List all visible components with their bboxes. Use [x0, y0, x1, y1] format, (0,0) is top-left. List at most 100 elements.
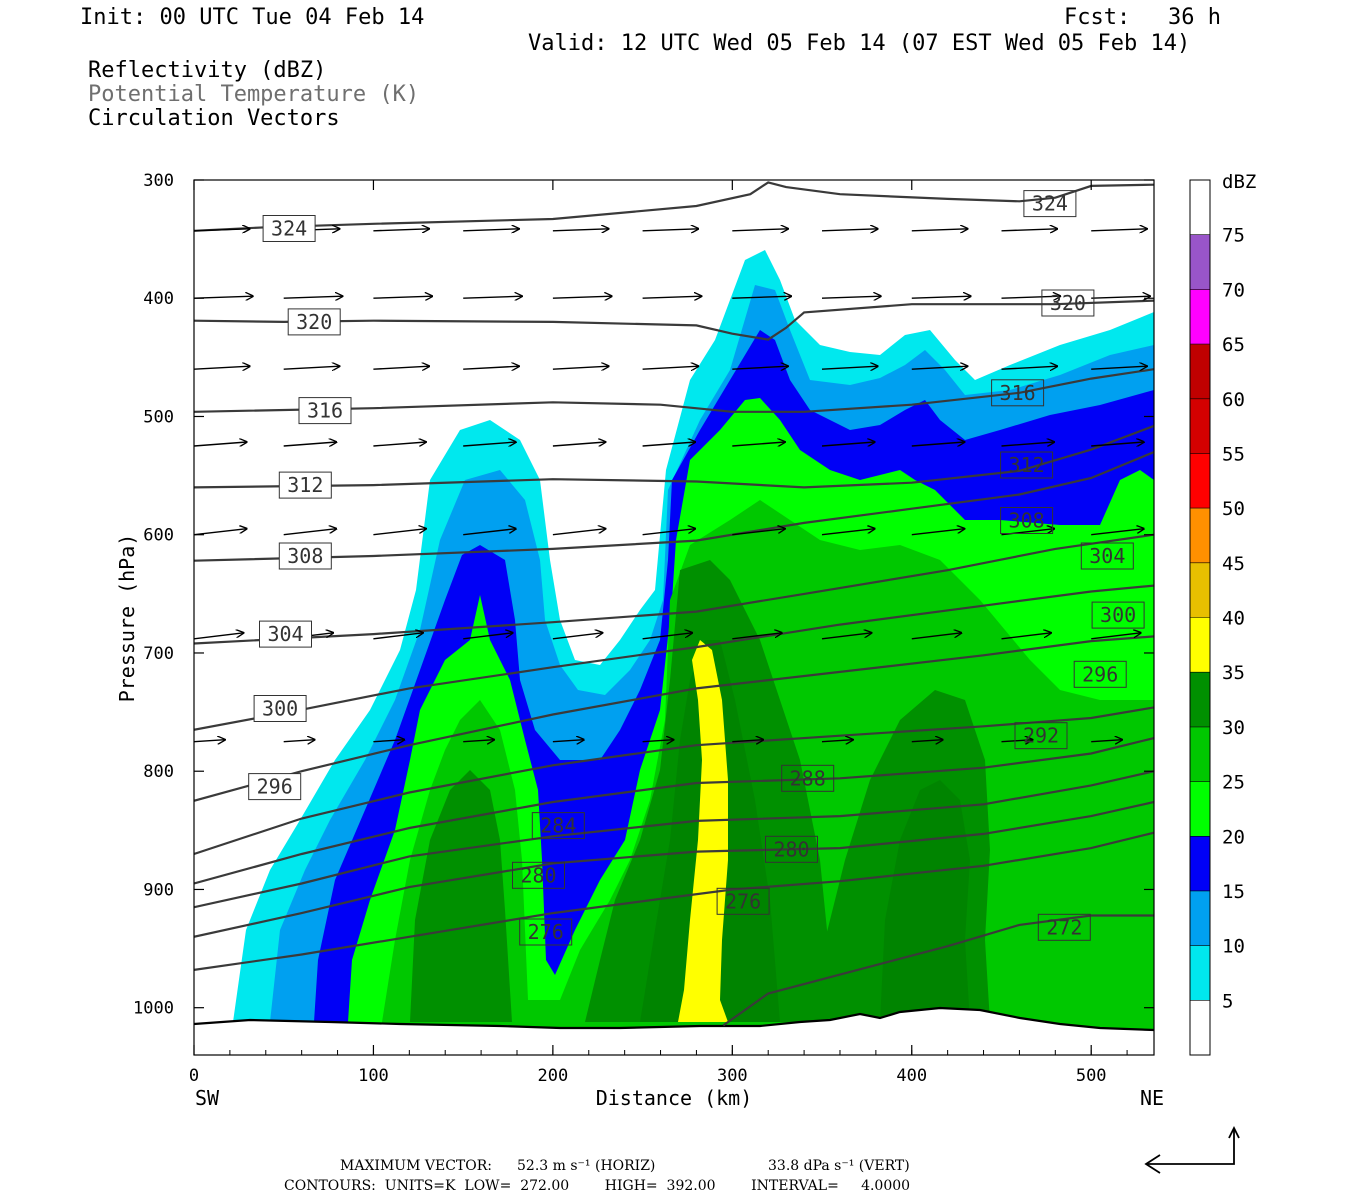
circulation-vector	[1091, 296, 1150, 298]
reference-vector-icon	[1144, 1125, 1240, 1174]
contour-label-group: 324 324 320 320 316 316 312 312 308 308 304 304 300 3…	[248, 190, 1145, 946]
circulation-vector	[373, 442, 426, 446]
colorbar-level-label: 20	[1222, 826, 1245, 848]
contour-label-box	[519, 918, 573, 946]
circulation-vector	[732, 296, 791, 298]
circulation-vector	[642, 296, 702, 298]
contour-label: 324	[1032, 192, 1068, 216]
contour-label-box	[1041, 289, 1095, 317]
theta-contour-280	[194, 800, 1154, 938]
contour-label: 272	[1046, 915, 1082, 939]
y-tick-label: 900	[143, 880, 174, 900]
colorbar-level-label: 10	[1222, 936, 1245, 958]
circulation-vector	[463, 529, 516, 536]
contour-label: 300	[262, 697, 298, 721]
colorbar-level-label: 5	[1222, 990, 1233, 1012]
y-tick-label: 400	[143, 289, 174, 309]
contour-label: 304	[1089, 544, 1125, 568]
circulation-vector	[821, 529, 875, 536]
colorbar-level-label: 60	[1222, 389, 1245, 411]
contour-label-box	[1091, 601, 1145, 629]
init-time: Init: 00 UTC Tue 04 Feb 14	[80, 5, 425, 30]
circulation-vector	[373, 529, 426, 536]
y-tick-label: 800	[143, 762, 174, 782]
circulation-vector	[283, 529, 337, 536]
colorbar-swatch	[1190, 617, 1210, 673]
theta-contour-292	[194, 706, 1154, 856]
circulation-vector	[283, 442, 337, 446]
circulation-vector	[911, 529, 965, 536]
circulation-vector	[194, 633, 244, 640]
colorbar-swatch	[1190, 836, 1210, 891]
colorbar-level-label: 55	[1222, 443, 1245, 465]
circulation-vector	[194, 529, 247, 536]
axis-label-group: 0 100 200 300 400 500 300 400 500 600 700 800 900 100…	[133, 171, 1107, 1086]
circulation-vector	[373, 229, 429, 231]
colorbar-swatch	[1190, 344, 1210, 399]
colorbar-swatch	[1190, 1000, 1210, 1055]
contour-label: 316	[307, 399, 343, 423]
colorbar-level-label: 65	[1222, 334, 1245, 356]
theta-contour-group	[194, 181, 1154, 1027]
circulation-vector	[1001, 366, 1058, 369]
contour-label: 280	[520, 863, 556, 887]
circulation-vector	[732, 366, 788, 369]
colorbar-swatch	[1190, 726, 1210, 782]
contour-label-box	[1073, 660, 1127, 688]
circulation-vector	[194, 442, 247, 446]
colorbar-swatch	[1190, 781, 1210, 837]
contour-label-box	[278, 542, 332, 570]
dbz-40-band	[678, 640, 728, 1022]
circulation-vector	[552, 366, 609, 369]
contour-label: 324	[271, 217, 307, 241]
colorbar-level-label: 30	[1222, 717, 1245, 739]
contour-label: 320	[1050, 291, 1086, 315]
contour-label: 284	[540, 814, 576, 838]
contour-label-box	[278, 471, 332, 499]
theta-contour-284	[194, 770, 1154, 909]
circulation-vector	[642, 529, 696, 536]
max-vector-label: MAXIMUM VECTOR:	[340, 1158, 492, 1174]
colorbar-swatch	[1190, 945, 1210, 1001]
field-label-vectors: Circulation Vectors	[88, 106, 340, 131]
colorbar-level-label: 35	[1222, 662, 1245, 684]
forecast-hour-label: Fcst:	[1064, 5, 1131, 30]
theta-contour-296	[194, 635, 1154, 802]
contour-label-box	[1080, 542, 1134, 570]
circulation-vector	[1091, 633, 1141, 640]
contour-label: 288	[790, 766, 826, 790]
circulation-vector	[463, 296, 522, 298]
colorbar-level-label: 15	[1222, 881, 1245, 903]
circulation-vector	[1091, 740, 1122, 742]
circulation-vector	[821, 296, 881, 298]
x-tick-label: 200	[538, 1066, 569, 1086]
contour-label: 316	[1000, 381, 1036, 405]
terrain-outline	[194, 1006, 1154, 1032]
circulation-vector	[1001, 442, 1055, 446]
contour-label-box	[781, 764, 835, 792]
contour-label: 312	[287, 473, 323, 497]
theta-contour-312	[194, 424, 1154, 489]
circulation-vector	[642, 366, 699, 369]
circulation-vector	[911, 229, 968, 231]
y-tick-label: 500	[143, 407, 174, 427]
y-axis-title: Pressure (hPa)	[115, 534, 139, 703]
contour-label-box	[262, 215, 316, 242]
contour-label-box	[991, 379, 1045, 407]
circulation-vector	[1091, 442, 1144, 446]
y-tick-label: 300	[143, 171, 174, 191]
circulation-vector	[194, 740, 225, 742]
x-tick-label: 0	[189, 1066, 199, 1086]
plot-frame	[193, 179, 1155, 1056]
contour-label-box	[716, 887, 770, 915]
colorbar-level-label: 70	[1222, 279, 1245, 301]
contour-label-box	[259, 620, 312, 648]
circulation-vector	[463, 442, 516, 446]
colorbar-level-label: 75	[1222, 225, 1245, 247]
colorbar-swatch	[1190, 890, 1210, 946]
theta-contour-320	[194, 299, 1154, 341]
contour-label: 320	[296, 310, 332, 334]
contour-label: 308	[287, 544, 323, 568]
colorbar-swatch	[1190, 234, 1210, 290]
contour-label-box	[1014, 722, 1068, 750]
